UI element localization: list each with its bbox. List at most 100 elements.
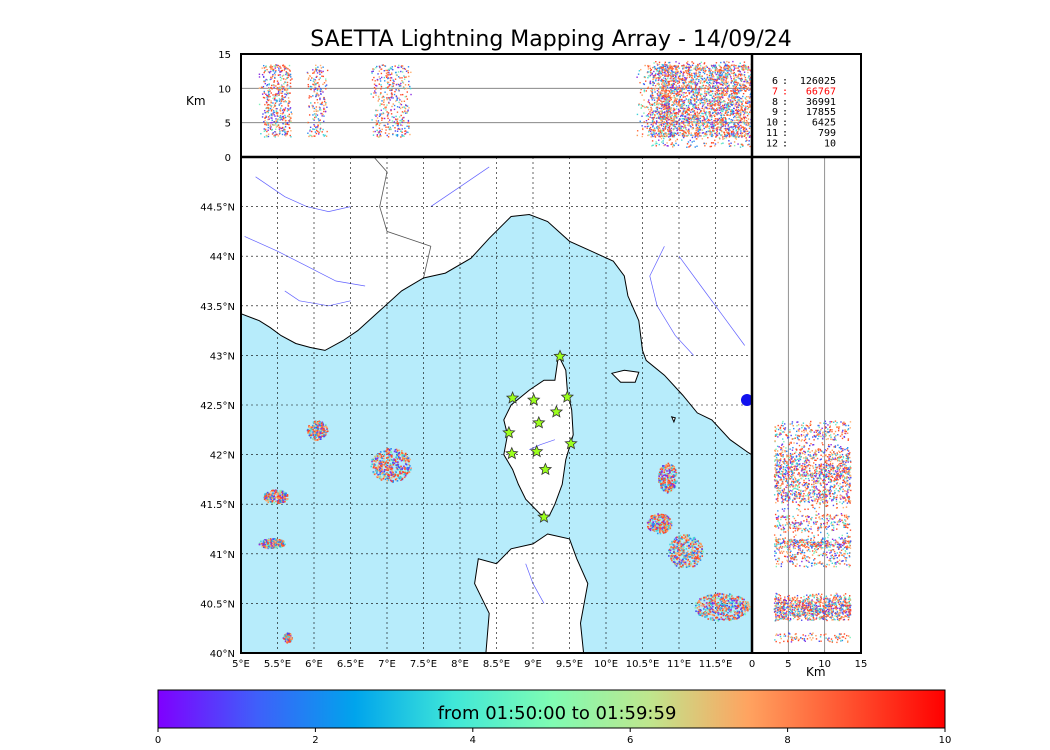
lat-tick-label: 41.5°N bbox=[200, 500, 235, 511]
station-star-icon bbox=[564, 436, 578, 450]
panel-frames bbox=[240, 53, 862, 654]
colorbar: from 01:50:00 to 01:59:59 0 2 4 6 8 10 bbox=[155, 689, 952, 746]
colorbar-tick-label: 4 bbox=[470, 735, 476, 746]
lon-tick-label: 9°E bbox=[524, 659, 542, 670]
station-star-icon bbox=[502, 425, 516, 439]
station-star-icon bbox=[553, 349, 567, 363]
station-star-icon bbox=[532, 415, 546, 429]
lon-tick-label: 6°E bbox=[305, 659, 323, 670]
stat-separator: : bbox=[782, 138, 788, 149]
stat-key: 6 bbox=[772, 76, 778, 87]
lon-tick-label: 11°E bbox=[667, 659, 691, 670]
right-altitude-ticks: 0 5 10 15 bbox=[749, 659, 868, 670]
stats-rows: 6: 126025 7: 66767 8: 36991 9: 17855 10: 6425 11: 7… bbox=[766, 76, 836, 149]
stat-separator: : bbox=[782, 86, 788, 97]
stat-value: 6425 bbox=[812, 118, 836, 129]
stat-value: 799 bbox=[818, 128, 836, 139]
lat-tick-label: 43°N bbox=[210, 351, 235, 362]
stat-separator: : bbox=[782, 76, 788, 87]
lon-tick-label: 6.5°E bbox=[337, 659, 364, 670]
corsica-island bbox=[503, 353, 574, 517]
station-star-icon bbox=[549, 404, 564, 418]
right-altitude-tick-label: 15 bbox=[855, 659, 868, 670]
lon-tick-label: 10.5°E bbox=[626, 659, 660, 670]
station-star-icon bbox=[537, 510, 551, 523]
top-altitude-tick-label: 15 bbox=[218, 50, 231, 61]
right-altitude-tick-label: 5 bbox=[785, 659, 791, 670]
lon-tick-label: 7°E bbox=[378, 659, 396, 670]
stat-separator: : bbox=[782, 97, 788, 108]
map-ticks: 5°E 5.5°E 6°E 6.5°E 7°E 7.5°E 8°E 8.5°E 9°E 9.5°E… bbox=[200, 203, 732, 670]
lat-tick-label: 41°N bbox=[210, 550, 235, 561]
stat-value: 17855 bbox=[806, 107, 836, 118]
small-island bbox=[670, 416, 676, 424]
lat-tick-label: 40°N bbox=[210, 649, 235, 660]
map-gridlines bbox=[241, 157, 752, 653]
stat-separator: : bbox=[782, 128, 788, 139]
figure-title: SAETTA Lightning Mapping Array - 14/09/2… bbox=[310, 27, 791, 52]
lat-tick-label: 42°N bbox=[210, 451, 235, 462]
colorbar-tick-label: 0 bbox=[155, 735, 161, 746]
lat-tick-label: 42.5°N bbox=[200, 401, 235, 412]
lat-tick-label: 44.5°N bbox=[200, 203, 235, 214]
station-star-icon bbox=[505, 391, 520, 404]
colorbar-tick-label: 6 bbox=[627, 735, 633, 746]
top-altitude-tick-label: 0 bbox=[225, 153, 231, 164]
lon-tick-label: 8.5°E bbox=[483, 659, 510, 670]
lat-tick-label: 44°N bbox=[210, 252, 235, 263]
station-star-icon bbox=[526, 392, 541, 406]
stat-key: 10 bbox=[766, 118, 778, 129]
right-altitude-tick-label: 10 bbox=[818, 659, 831, 670]
map-panel: 5°E 5.5°E 6°E 6.5°E 7°E 7.5°E 8°E 8.5°E 9°E 9.5°E… bbox=[200, 157, 752, 670]
lat-tick-label: 40.5°N bbox=[200, 599, 235, 610]
stat-value: 126025 bbox=[800, 76, 836, 87]
top-lightning-points bbox=[258, 60, 752, 148]
right-altitude-panel: 0 5 10 15 Km bbox=[749, 157, 868, 679]
lon-tick-label: 8°E bbox=[451, 659, 469, 670]
top-altitude-unit: Km bbox=[186, 94, 206, 108]
stat-separator: : bbox=[782, 118, 788, 129]
map-lightning-points bbox=[258, 420, 751, 644]
station-star-icon bbox=[560, 390, 574, 403]
stat-separator: : bbox=[782, 107, 788, 118]
stats-box: 6: 126025 7: 66767 8: 36991 9: 17855 10: 6425 11: 7… bbox=[752, 54, 861, 157]
top-altitude-panel: 0 5 10 15 Km bbox=[186, 50, 752, 164]
lon-tick-label: 5°E bbox=[232, 659, 250, 670]
right-altitude-tick-label: 0 bbox=[749, 659, 755, 670]
stat-key: 11 bbox=[766, 128, 778, 139]
lon-tick-label: 11.5°E bbox=[699, 659, 733, 670]
station-star-icon bbox=[505, 446, 519, 460]
station-star-icon bbox=[538, 462, 553, 476]
stat-key: 7 bbox=[772, 86, 778, 97]
colorbar-ticks: 0 2 4 6 8 10 bbox=[155, 728, 952, 746]
stat-key: 8 bbox=[772, 97, 778, 108]
colorbar-gradient bbox=[157, 689, 946, 729]
station-star-icon bbox=[529, 444, 544, 458]
right-altitude-unit: Km bbox=[806, 665, 826, 679]
top-altitude-tick-label: 10 bbox=[218, 84, 231, 95]
station-blue-marker bbox=[741, 394, 752, 406]
colorbar-tick-label: 2 bbox=[312, 735, 318, 746]
lat-tick-label: 43.5°N bbox=[200, 302, 235, 313]
colorbar-tick-label: 8 bbox=[784, 735, 790, 746]
stat-key: 9 bbox=[772, 107, 778, 118]
stat-value: 66767 bbox=[806, 86, 836, 97]
colorbar-label: from 01:50:00 to 01:59:59 bbox=[438, 703, 677, 724]
stat-key: 12 bbox=[766, 138, 778, 149]
colorbar-tick-label: 10 bbox=[939, 735, 952, 746]
elba-island bbox=[610, 369, 640, 383]
lon-tick-label: 7.5°E bbox=[410, 659, 437, 670]
right-lightning-points bbox=[773, 420, 852, 644]
lon-tick-label: 5.5°E bbox=[264, 659, 291, 670]
lon-tick-label: 9.5°E bbox=[556, 659, 583, 670]
stat-value: 10 bbox=[824, 138, 836, 149]
right-altitude-gridlines bbox=[787, 157, 826, 653]
sardinia-island bbox=[474, 533, 589, 653]
top-altitude-tick-label: 5 bbox=[225, 119, 231, 130]
france-italy-border bbox=[373, 157, 432, 279]
stat-value: 36991 bbox=[806, 97, 836, 108]
lma-stations bbox=[502, 349, 578, 523]
lon-tick-label: 10°E bbox=[594, 659, 618, 670]
top-altitude-ticks: 0 5 10 15 bbox=[218, 50, 231, 164]
